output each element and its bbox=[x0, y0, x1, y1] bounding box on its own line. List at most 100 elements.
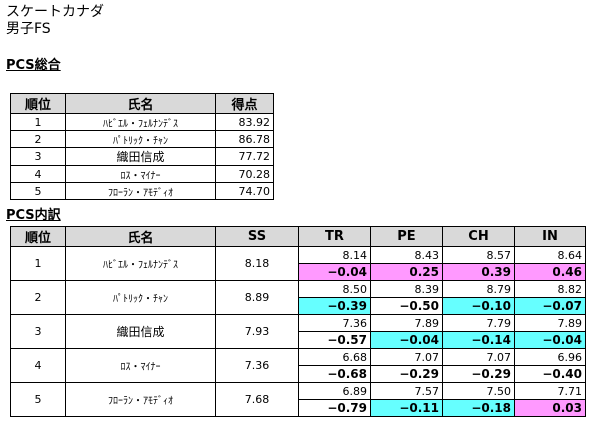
tr-score-cell: 6.68 bbox=[298, 348, 371, 366]
name-cell: ﾛｽ・ﾏｲﾅｰ bbox=[65, 348, 216, 383]
table-header-row: 順位 氏名 SS TR PE CH IN bbox=[10, 226, 586, 247]
table-row: 1 ﾊﾋﾞｴﾙ・ﾌｪﾙﾅﾝﾃﾞｽ 8.18 8.14 8.43 8.57 8.64 bbox=[10, 246, 586, 281]
score-cell: 83.92 bbox=[215, 113, 274, 131]
tr-diff-cell: −0.79 bbox=[298, 399, 371, 417]
in-diff-cell: −0.07 bbox=[514, 297, 586, 315]
pe-diff-cell: −0.11 bbox=[370, 399, 443, 417]
pcs-breakdown-title: PCS内訳 bbox=[6, 208, 61, 223]
name-cell: 織田信成 bbox=[65, 147, 216, 166]
ch-score-cell: 7.07 bbox=[442, 348, 515, 366]
in-score-cell: 7.71 bbox=[514, 382, 586, 400]
ss-cell: 8.18 bbox=[215, 246, 299, 281]
name-cell: ﾊﾟﾄﾘｯｸ・ﾁｬﾝ bbox=[65, 130, 216, 148]
name-cell: ﾌﾛｰﾗﾝ・ｱﾓﾃﾞｨｵ bbox=[65, 182, 216, 200]
score-cell: 77.72 bbox=[215, 147, 274, 166]
table-row: 5 ﾌﾛｰﾗﾝ・ｱﾓﾃﾞｨｵ 74.70 bbox=[10, 182, 274, 200]
rank-cell: 5 bbox=[10, 382, 66, 417]
in-diff-cell: 0.46 bbox=[514, 263, 586, 281]
rank-cell: 4 bbox=[10, 165, 66, 183]
ch-diff-cell: −0.18 bbox=[442, 399, 515, 417]
table-row: 4 ﾛｽ・ﾏｲﾅｰ 7.36 6.68 7.07 7.07 6.96 bbox=[10, 348, 586, 383]
col-header-rank: 順位 bbox=[10, 93, 66, 114]
pe-diff-cell: −0.50 bbox=[370, 297, 443, 315]
rank-cell: 2 bbox=[10, 280, 66, 315]
in-score-cell: 8.82 bbox=[514, 280, 586, 298]
pe-diff-cell: −0.29 bbox=[370, 365, 443, 383]
ch-score-cell: 7.50 bbox=[442, 382, 515, 400]
rank-cell: 1 bbox=[10, 246, 66, 281]
pcs-total-title: PCS総合 bbox=[6, 58, 61, 73]
tr-diff-cell: −0.39 bbox=[298, 297, 371, 315]
table-row: 2 ﾊﾟﾄﾘｯｸ・ﾁｬﾝ 8.89 8.50 8.39 8.79 8.82 bbox=[10, 280, 586, 315]
name-cell: ﾌﾛｰﾗﾝ・ｱﾓﾃﾞｨｵ bbox=[65, 382, 216, 417]
in-diff-cell: 0.03 bbox=[514, 399, 586, 417]
score-cell: 86.78 bbox=[215, 130, 274, 148]
name-cell: ﾊﾟﾄﾘｯｸ・ﾁｬﾝ bbox=[65, 280, 216, 315]
ss-cell: 7.68 bbox=[215, 382, 299, 417]
name-cell: ﾛｽ・ﾏｲﾅｰ bbox=[65, 165, 216, 183]
table-row-diff: −0.04 0.25 0.39 0.46 bbox=[11, 263, 586, 281]
in-score-cell: 7.89 bbox=[514, 314, 586, 332]
in-score-cell: 6.96 bbox=[514, 348, 586, 366]
tr-diff-cell: −0.04 bbox=[298, 263, 371, 281]
ch-score-cell: 8.79 bbox=[442, 280, 515, 298]
tr-score-cell: 8.14 bbox=[298, 246, 371, 264]
col-header-name: 氏名 bbox=[65, 226, 216, 247]
page-title: スケートカナダ bbox=[6, 4, 104, 20]
col-header-in: IN bbox=[514, 226, 586, 247]
rank-cell: 4 bbox=[10, 348, 66, 383]
tr-diff-cell: −0.57 bbox=[298, 331, 371, 349]
tr-score-cell: 8.50 bbox=[298, 280, 371, 298]
pe-score-cell: 8.39 bbox=[370, 280, 443, 298]
rank-cell: 3 bbox=[10, 147, 66, 166]
tr-score-cell: 6.89 bbox=[298, 382, 371, 400]
pcs-total-table: 順位 氏名 得点 1 ﾊﾋﾞｴﾙ・ﾌｪﾙﾅﾝﾃﾞｽ 83.92 2 ﾊﾟﾄﾘｯｸ… bbox=[10, 93, 274, 200]
in-diff-cell: −0.40 bbox=[514, 365, 586, 383]
ch-score-cell: 8.57 bbox=[442, 246, 515, 264]
table-row-diff: −0.79 −0.11 −0.18 0.03 bbox=[11, 399, 586, 417]
table-row-diff: −0.57 −0.04 −0.14 −0.04 bbox=[11, 331, 586, 349]
rank-cell: 2 bbox=[10, 130, 66, 148]
col-header-tr: TR bbox=[298, 226, 371, 247]
score-cell: 74.70 bbox=[215, 182, 274, 200]
pe-diff-cell: −0.04 bbox=[370, 331, 443, 349]
ch-diff-cell: 0.39 bbox=[442, 263, 515, 281]
ch-diff-cell: −0.10 bbox=[442, 297, 515, 315]
breakdown-body: 1 ﾊﾋﾞｴﾙ・ﾌｪﾙﾅﾝﾃﾞｽ 8.18 8.14 8.43 8.57 8.64 −0.04… bbox=[10, 246, 586, 417]
page-subtitle: 男子FS bbox=[6, 21, 51, 37]
ss-cell: 8.89 bbox=[215, 280, 299, 315]
pe-diff-cell: 0.25 bbox=[370, 263, 443, 281]
table-row: 3 織田信成 77.72 bbox=[10, 147, 274, 166]
tr-diff-cell: −0.68 bbox=[298, 365, 371, 383]
col-header-score: 得点 bbox=[215, 93, 274, 114]
table-row: 1 ﾊﾋﾞｴﾙ・ﾌｪﾙﾅﾝﾃﾞｽ 83.92 bbox=[10, 113, 274, 131]
name-cell: ﾊﾋﾞｴﾙ・ﾌｪﾙﾅﾝﾃﾞｽ bbox=[65, 113, 216, 131]
name-cell: ﾊﾋﾞｴﾙ・ﾌｪﾙﾅﾝﾃﾞｽ bbox=[65, 246, 216, 281]
pe-score-cell: 7.07 bbox=[370, 348, 443, 366]
rank-cell: 5 bbox=[10, 182, 66, 200]
pe-score-cell: 7.89 bbox=[370, 314, 443, 332]
score-cell: 70.28 bbox=[215, 165, 274, 183]
tr-score-cell: 7.36 bbox=[298, 314, 371, 332]
rank-cell: 1 bbox=[10, 113, 66, 131]
table-row: 2 ﾊﾟﾄﾘｯｸ・ﾁｬﾝ 86.78 bbox=[10, 130, 274, 148]
pe-score-cell: 7.57 bbox=[370, 382, 443, 400]
col-header-ss: SS bbox=[215, 226, 299, 247]
ss-cell: 7.93 bbox=[215, 314, 299, 349]
pcs-breakdown-table: 順位 氏名 SS TR PE CH IN 1 ﾊﾋﾞｴﾙ・ﾌｪﾙﾅﾝﾃﾞｽ 8.18… bbox=[10, 226, 586, 417]
rank-cell: 3 bbox=[10, 314, 66, 349]
ch-score-cell: 7.79 bbox=[442, 314, 515, 332]
table-row: 3 織田信成 7.93 7.36 7.89 7.79 7.89 bbox=[10, 314, 586, 349]
col-header-name: 氏名 bbox=[65, 93, 216, 114]
col-header-rank: 順位 bbox=[10, 226, 66, 247]
table-row: 4 ﾛｽ・ﾏｲﾅｰ 70.28 bbox=[10, 165, 274, 183]
col-header-ch: CH bbox=[442, 226, 515, 247]
ch-diff-cell: −0.14 bbox=[442, 331, 515, 349]
ch-diff-cell: −0.29 bbox=[442, 365, 515, 383]
col-header-pe: PE bbox=[370, 226, 443, 247]
table-row: 5 ﾌﾛｰﾗﾝ・ｱﾓﾃﾞｨｵ 7.68 6.89 7.57 7.50 7.71 bbox=[10, 382, 586, 417]
ss-cell: 7.36 bbox=[215, 348, 299, 383]
in-score-cell: 8.64 bbox=[514, 246, 586, 264]
table-header-row: 順位 氏名 得点 bbox=[10, 93, 274, 114]
pe-score-cell: 8.43 bbox=[370, 246, 443, 264]
